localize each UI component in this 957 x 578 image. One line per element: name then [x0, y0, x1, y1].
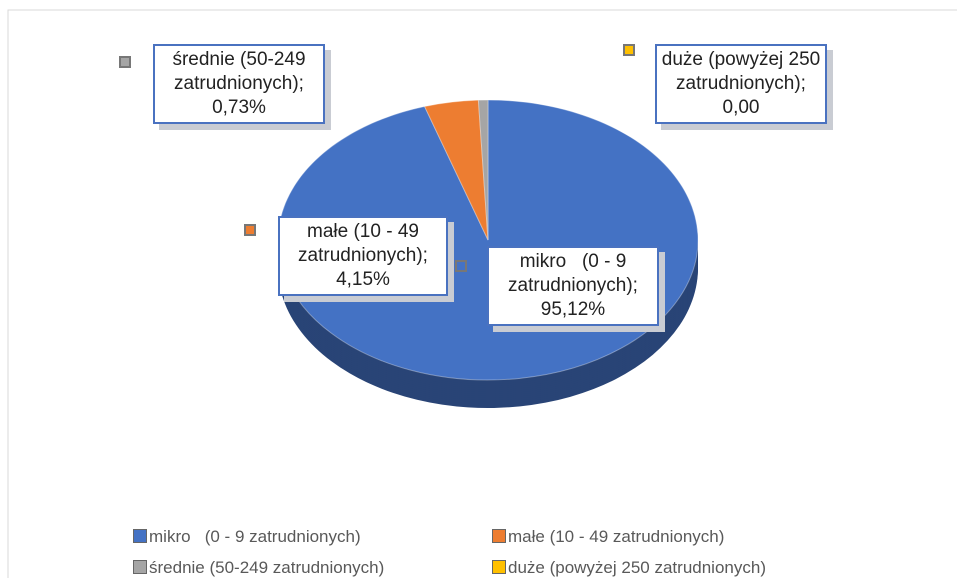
data-label-name: małe (10 - 49 zatrudnionych); [298, 221, 428, 266]
label-key [455, 260, 467, 272]
legend-item: duże (powyżej 250 zatrudnionych) [492, 558, 766, 578]
data-label-value: 4,15% [336, 269, 390, 290]
legend-item: małe (10 - 49 zatrudnionych) [492, 527, 724, 547]
legend-label: duże (powyżej 250 zatrudnionych) [508, 558, 766, 577]
legend-item: średnie (50-249 zatrudnionych) [133, 558, 384, 578]
legend-swatch [133, 560, 147, 574]
slice [477, 99, 489, 241]
label-key [244, 224, 256, 236]
data-label-value: 0,73% [212, 97, 266, 118]
label-key [119, 56, 131, 68]
slice [423, 99, 489, 241]
data-label-name: średnie (50-249 zatrudnionych); [172, 49, 311, 94]
data-label: średnie (50-249 zatrudnionych); 0,73% [153, 44, 325, 124]
legend-label: mikro (0 - 9 zatrudnionych) [149, 527, 361, 546]
data-label-value: 95,12% [540, 299, 606, 320]
data-label: duże (powyżej 250 zatrudnionych); 0,00 [655, 44, 827, 124]
label-key [623, 44, 635, 56]
legend-label: małe (10 - 49 zatrudnionych) [508, 527, 725, 546]
data-label-value: 0,00 [722, 97, 760, 118]
legend-swatch [492, 529, 506, 543]
data-label-name: mikro (0 - 9 zatrudnionych); [508, 251, 638, 296]
legend-label: średnie (50-249 zatrudnionych) [149, 558, 385, 577]
legend-swatch [133, 529, 147, 543]
data-label: mikro (0 - 9 zatrudnionych); 95,12% [487, 246, 659, 326]
data-label-name: duże (powyżej 250 zatrudnionych); [661, 49, 826, 94]
legend-swatch [492, 560, 506, 574]
data-label: małe (10 - 49 zatrudnionych); 4,15% [278, 216, 448, 296]
legend-item: mikro (0 - 9 zatrudnionych) [133, 527, 361, 547]
